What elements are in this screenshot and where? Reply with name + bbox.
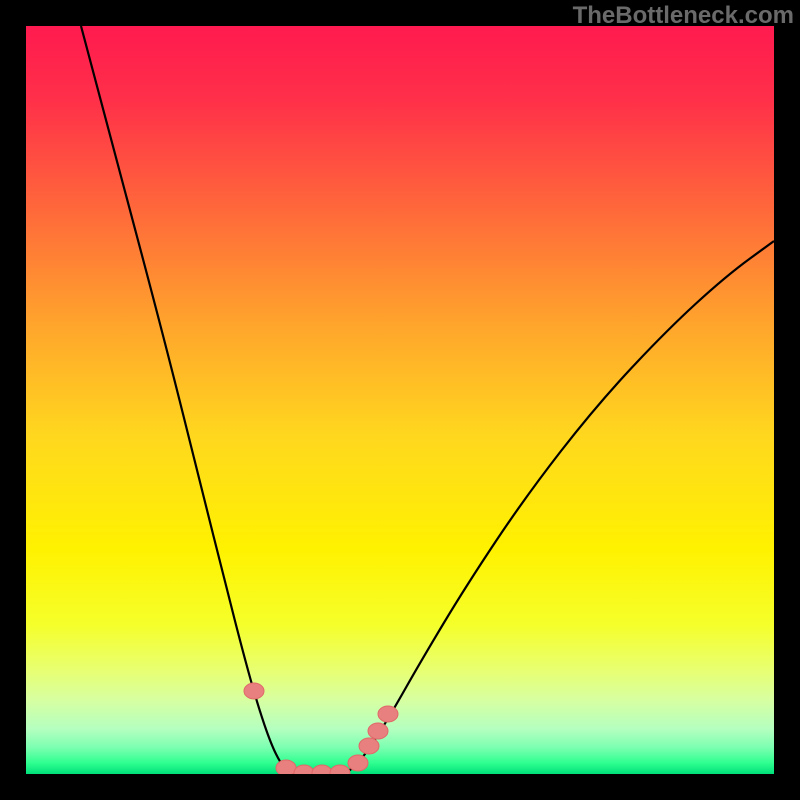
curve-right-branch <box>346 241 774 773</box>
marker-point <box>312 765 332 774</box>
marker-point <box>276 760 296 774</box>
chart-frame: TheBottleneck.com <box>0 0 800 800</box>
marker-point <box>244 683 264 699</box>
marker-point <box>348 755 368 771</box>
watermark-text: TheBottleneck.com <box>573 2 794 30</box>
marker-point <box>294 765 314 774</box>
plot-area <box>26 26 774 774</box>
marker-point <box>378 706 398 722</box>
marker-point <box>368 723 388 739</box>
chart-svg <box>26 26 774 774</box>
marker-point <box>359 738 379 754</box>
curve-left-branch <box>81 26 296 773</box>
marker-point <box>330 765 350 774</box>
